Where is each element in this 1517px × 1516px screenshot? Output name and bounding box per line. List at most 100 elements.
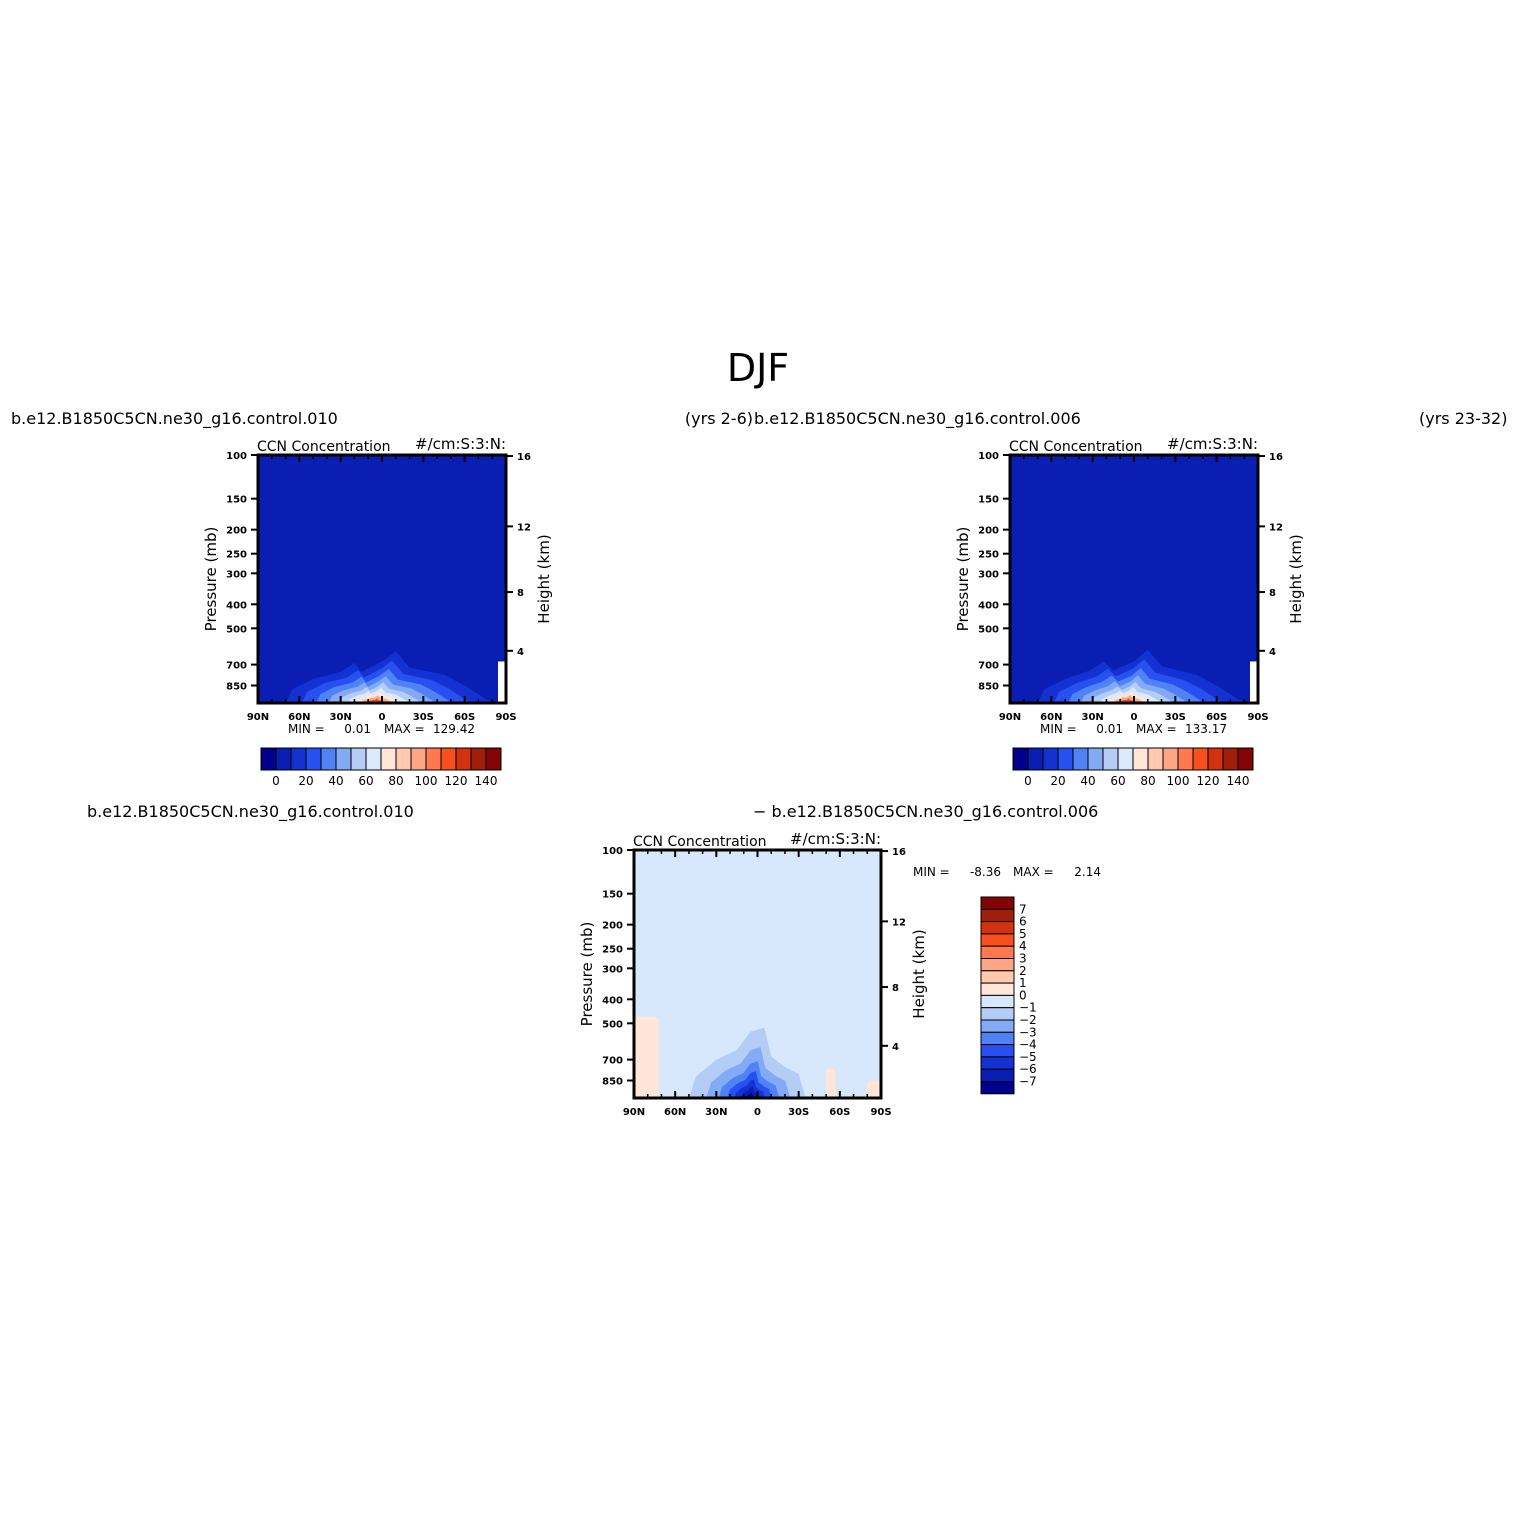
colorbar-label-3: 60	[358, 774, 373, 788]
colorbar-swatch-1	[1027, 747, 1044, 771]
y-tick-label-1: 150	[978, 495, 999, 506]
y-tick-label-3: 250	[226, 550, 247, 561]
x-tick-label-0: 90N	[247, 712, 269, 723]
colorbar-label-11: −4	[1019, 1038, 1037, 1052]
x-tick-label-1: 60N	[1040, 712, 1062, 723]
y-tick-label-8: 850	[602, 1076, 623, 1087]
contour-field	[258, 455, 506, 703]
y-tick-label-0: 100	[602, 846, 623, 857]
colorbar-label-6: 120	[445, 774, 468, 788]
colorbar-swatch-2	[980, 921, 1015, 935]
y-axis-label: Pressure (mb)	[202, 527, 220, 632]
max-label: MAX =	[384, 722, 425, 736]
colorbar-label-6: 120	[1197, 774, 1220, 788]
y-right-tick-label-1: 12	[892, 917, 906, 928]
colorbar-swatch-11	[425, 747, 442, 771]
y-tick-label-3: 250	[978, 550, 999, 561]
colorbar-swatch-3	[305, 747, 322, 771]
colorbar-swatch-5	[1087, 747, 1104, 771]
y-right-tick-label-1: 12	[517, 522, 531, 533]
colorbar-label-8: −1	[1019, 1001, 1037, 1015]
y-tick-label-2: 200	[226, 526, 247, 537]
colorbar-label-3: 4	[1019, 939, 1027, 953]
y-tick-label-6: 500	[602, 1019, 623, 1030]
max-label: MAX =	[1136, 722, 1177, 736]
figure-title: DJF	[727, 346, 789, 390]
colorbar-swatch-6	[980, 970, 1015, 984]
panel-difference: CCN Concentration #/cm:S:3:N:90N 60N 30N 0 30…	[578, 830, 1101, 1118]
case-b-title: b.e12.B1850C5CN.ne30_g16.control.006	[754, 409, 1081, 429]
colorbar-swatch-12	[1192, 747, 1209, 771]
colorbar-swatch-4	[320, 747, 337, 771]
y-axis-label: Pressure (mb)	[954, 527, 972, 632]
colorbar-swatch-10	[980, 1019, 1015, 1033]
colorbar-swatch-2	[1042, 747, 1059, 771]
y-right-tick-label-2: 8	[892, 983, 899, 994]
colorbar-label-13: −6	[1019, 1062, 1037, 1076]
panel-control-010: CCN Concentration #/cm:S:3:N: 90N 60N 30N 0 30…	[202, 435, 553, 788]
x-tick-label-6: 90S	[495, 712, 516, 723]
colorbar-swatch-4	[1072, 747, 1089, 771]
colorbar-swatch-5	[980, 958, 1015, 972]
diff-right-title: − b.e12.B1850C5CN.ne30_g16.control.006	[753, 802, 1098, 822]
colorbar-swatch-1	[980, 908, 1015, 923]
panel-control-006: CCN Concentration #/cm:S:3:N: 90N 60N 30N 0 30…	[954, 435, 1305, 788]
max-value: 129.42	[433, 722, 475, 736]
colorbar-swatch-6	[1102, 747, 1119, 771]
x-tick-label-6: 90S	[1247, 712, 1268, 723]
colorbar-swatch-13	[455, 747, 472, 771]
x-tick-label-3: 0	[379, 712, 386, 723]
y-tick-label-0: 100	[978, 451, 999, 462]
colorbar-swatch-2	[290, 747, 307, 771]
y-right-axis-label: Height (km)	[535, 534, 553, 623]
colorbar-swatch-10	[1162, 747, 1179, 771]
colorbar-label-1: 20	[1050, 774, 1065, 788]
case-a-title: b.e12.B1850C5CN.ne30_g16.control.010	[11, 409, 338, 429]
missing-data-patch	[1250, 661, 1258, 703]
units-label: #/cm:S:3:N:	[790, 830, 881, 848]
colorbar-swatch-15	[980, 1081, 1015, 1095]
x-tick-label-1: 60N	[288, 712, 310, 723]
y-tick-label-5: 400	[226, 600, 247, 611]
x-tick-label-0: 90N	[999, 712, 1021, 723]
colorbar-label-7: 0	[1019, 988, 1027, 1002]
min-label: MIN =	[288, 722, 325, 736]
y-right-axis-label: Height (km)	[910, 929, 928, 1018]
y-tick-label-0: 100	[226, 451, 247, 462]
colorbar-label-7: 140	[475, 774, 498, 788]
x-tick-label-2: 30N	[1082, 712, 1104, 723]
diff-left-title: b.e12.B1850C5CN.ne30_g16.control.010	[87, 802, 414, 822]
min-value: 0.01	[1096, 722, 1123, 736]
colorbar-swatch-7	[365, 747, 382, 771]
colorbar-label-0: 0	[1024, 774, 1032, 788]
y-axis-label: Pressure (mb)	[578, 922, 596, 1027]
colorbar-label-4: 80	[388, 774, 403, 788]
missing-data-patch	[498, 661, 506, 703]
positive-patch-1	[867, 1080, 881, 1098]
y-tick-label-2: 200	[978, 526, 999, 537]
colorbar-label-1: 20	[298, 774, 313, 788]
colorbar-label-9: −2	[1019, 1013, 1037, 1027]
negative-band-5	[740, 1086, 760, 1098]
y-right-axis-label: Height (km)	[1287, 534, 1305, 623]
colorbar-swatch-9	[395, 747, 412, 771]
colorbar-swatch-10	[410, 747, 427, 771]
y-right-tick-label-3: 4	[1269, 647, 1276, 658]
colorbar-swatch-12	[440, 747, 457, 771]
colorbar-swatch-5	[335, 747, 352, 771]
y-right-tick-label-3: 4	[517, 647, 524, 658]
positive-patch-0	[634, 1016, 659, 1098]
colorbar-label-7: 140	[1227, 774, 1250, 788]
y-right-tick-label-1: 12	[1269, 522, 1283, 533]
colorbar-label-2: 5	[1019, 927, 1027, 941]
y-tick-label-8: 850	[226, 681, 247, 692]
colorbar-label-5: 100	[1167, 774, 1190, 788]
min-label: MIN =	[1040, 722, 1077, 736]
y-tick-label-4: 300	[978, 569, 999, 580]
colorbar-label-4: 80	[1140, 774, 1155, 788]
y-tick-label-7: 700	[602, 1056, 623, 1067]
colorbar-swatch-13	[1207, 747, 1224, 771]
y-right-tick-label-3: 4	[892, 1042, 899, 1053]
colorbar-label-6: 1	[1019, 976, 1027, 990]
min-value: -8.36	[970, 865, 1001, 879]
